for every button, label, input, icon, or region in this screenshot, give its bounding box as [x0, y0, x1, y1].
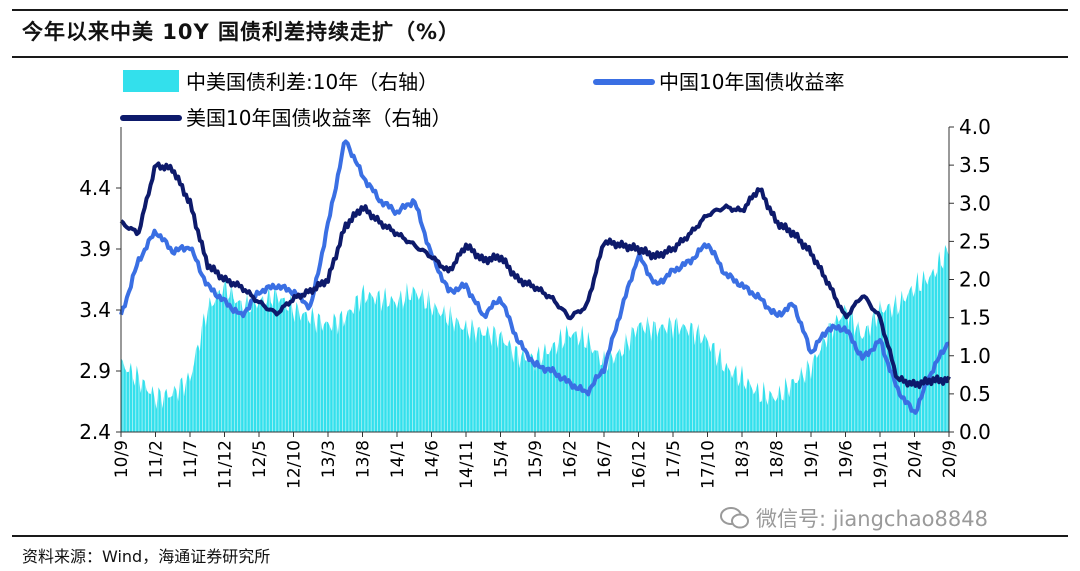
- y-left-tick-label: 4.4: [79, 176, 111, 200]
- legend-label-spread: 中美国债利差:10年（右轴）: [186, 70, 438, 94]
- x-tick-label: 12/10: [285, 440, 305, 489]
- x-tick-label: 11/12: [216, 440, 236, 489]
- x-tick-label: 17/5: [664, 440, 684, 478]
- y-right-tick-label: 3.5: [959, 153, 991, 177]
- y-right-tick-label: 0.5: [959, 382, 991, 406]
- x-tick-label: 18/3: [733, 440, 753, 478]
- x-tick-label: 13/8: [354, 440, 374, 478]
- y-right-tick-label: 1.0: [959, 344, 991, 368]
- series-us-line: [119, 161, 951, 389]
- x-tick-label: 16/12: [630, 440, 650, 489]
- legend: 中美国债利差:10年（右轴） 中国10年国债收益率 美国10年国债收益率（右轴）: [120, 70, 844, 130]
- top-rule: [12, 9, 1068, 11]
- x-tick-label: 16/7: [595, 440, 615, 478]
- series-spread-area: [121, 245, 949, 432]
- y-left-tick-label: 3.4: [79, 298, 111, 322]
- x-tick-label: 15/9: [526, 440, 546, 478]
- x-tick-label: 13/3: [319, 440, 339, 478]
- x-tick-label: 19/1: [802, 440, 822, 478]
- x-tick-label: 14/11: [457, 440, 477, 489]
- y-right-tick-label: 4.0: [959, 115, 991, 139]
- x-tick-label: 19/11: [871, 440, 891, 489]
- y-right-tick-label: 2.0: [959, 268, 991, 292]
- x-tick-label: 12/5: [250, 440, 270, 478]
- x-tick-label: 16/2: [561, 440, 581, 478]
- x-tick-label: 10/9: [112, 440, 132, 478]
- y-right-tick-label: 0.0: [959, 420, 991, 444]
- x-tick-label: 11/7: [181, 440, 201, 478]
- plot-group: [119, 127, 951, 432]
- x-tick-label: 14/6: [423, 440, 443, 478]
- x-tick-label: 18/8: [768, 440, 788, 478]
- bottom-rule: [12, 535, 1068, 537]
- legend-swatch-spread: [123, 70, 179, 92]
- y-right-tick-label: 1.5: [959, 306, 991, 330]
- legend-label-us: 美国10年国债收益率（右轴）: [186, 106, 451, 130]
- source-note: 资料来源：Wind，海通证券研究所: [22, 547, 271, 566]
- y-right-tick-label: 3.0: [959, 191, 991, 215]
- y-right-tick-label: 2.5: [959, 229, 991, 253]
- chart-title: 今年以来中美 10Y 国债利差持续走扩（%）: [22, 20, 461, 44]
- x-tick-label: 15/4: [492, 440, 512, 478]
- x-tick-label: 20/4: [906, 440, 926, 478]
- watermark-text: 微信号: jiangchao8848: [756, 507, 988, 531]
- x-tick-label: 19/6: [837, 440, 857, 478]
- title-rule: [12, 56, 1068, 58]
- x-tick-label: 20/9: [940, 440, 960, 478]
- x-tick-label: 11/2: [147, 440, 167, 478]
- y-left-tick-label: 2.9: [79, 359, 111, 383]
- watermark: 微信号: jiangchao8848: [720, 503, 988, 533]
- series-china-line: [119, 139, 950, 415]
- x-tick-label: 17/10: [699, 440, 719, 489]
- x-tick-label: 14/1: [388, 440, 408, 478]
- y-left-tick-label: 2.4: [79, 420, 111, 444]
- axes-group: 2.4 2.9 3.4 3.9 4.4 0.0 0.5 1.0 1.5 2.0 2.5 3.0 3.5 4…: [79, 115, 991, 489]
- y-left-tick-label: 3.9: [79, 237, 111, 261]
- wechat-icon: [720, 507, 749, 529]
- legend-label-china: 中国10年国债收益率: [659, 70, 844, 94]
